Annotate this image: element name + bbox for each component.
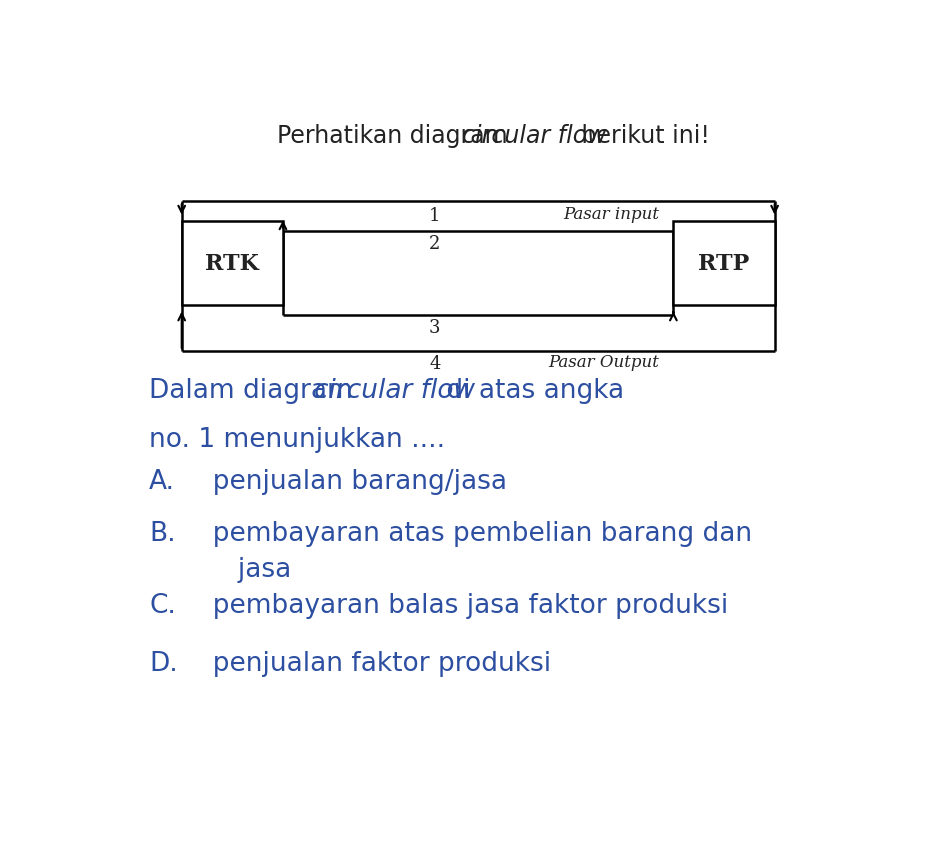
Text: D.: D. xyxy=(149,651,178,676)
Text: 3: 3 xyxy=(429,319,440,337)
Bar xyxy=(674,221,774,306)
Text: Pasar input: Pasar input xyxy=(563,205,659,222)
Text: Perhatikan diagram: Perhatikan diagram xyxy=(277,124,515,148)
Text: C.: C. xyxy=(149,592,176,618)
Text: Dalam diagram: Dalam diagram xyxy=(149,377,361,403)
Text: 2: 2 xyxy=(429,235,440,252)
Text: berikut ini!: berikut ini! xyxy=(574,124,710,148)
Text: RTP: RTP xyxy=(699,252,749,275)
Text: circular flow: circular flow xyxy=(462,124,606,148)
Text: penjualan barang/jasa: penjualan barang/jasa xyxy=(196,468,508,495)
Text: A.: A. xyxy=(149,468,175,495)
Text: pembayaran atas pembelian barang dan
     jasa: pembayaran atas pembelian barang dan jas… xyxy=(196,521,752,582)
Bar xyxy=(182,221,283,306)
Text: circular flow: circular flow xyxy=(313,377,475,403)
Text: di atas angka: di atas angka xyxy=(439,377,624,403)
Text: RTK: RTK xyxy=(205,252,259,275)
Text: B.: B. xyxy=(149,521,175,546)
Text: Pasar Output: Pasar Output xyxy=(548,354,659,371)
Text: penjualan faktor produksi: penjualan faktor produksi xyxy=(196,651,551,676)
Text: 1: 1 xyxy=(429,208,440,225)
Text: 4: 4 xyxy=(429,354,440,373)
Text: no. 1 menunjukkan ....: no. 1 menunjukkan .... xyxy=(149,426,445,452)
Text: pembayaran balas jasa faktor produksi: pembayaran balas jasa faktor produksi xyxy=(196,592,729,618)
